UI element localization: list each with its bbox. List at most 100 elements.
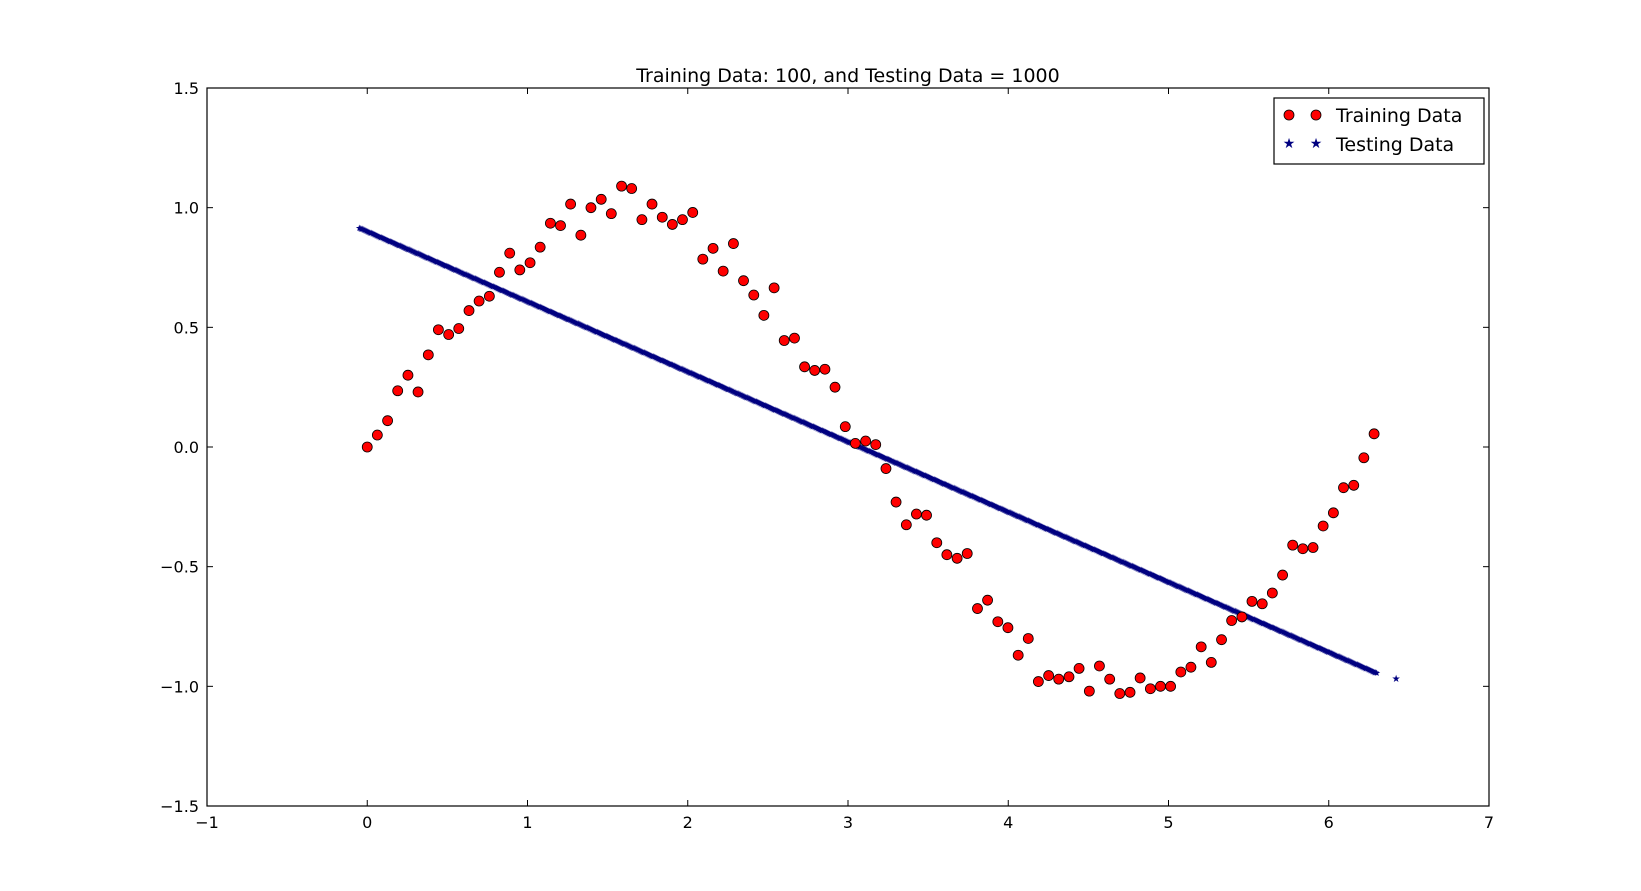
testing-point: ★: [752, 398, 760, 408]
testing-point: ★: [970, 493, 978, 503]
testing-point: ★: [616, 338, 624, 348]
testing-point: ★: [1022, 516, 1030, 526]
testing-point: ★: [986, 500, 994, 510]
testing-point: ★: [556, 312, 564, 322]
testing-point: ★: [1291, 634, 1299, 644]
testing-point: ★: [1002, 507, 1010, 517]
testing-point: ★: [468, 273, 476, 283]
testing-point: ★: [603, 332, 611, 342]
testing-point: ★: [1283, 630, 1291, 640]
testing-point: ★: [932, 476, 940, 486]
testing-point: ★: [1179, 584, 1187, 594]
testing-point: ★: [1019, 515, 1027, 525]
testing-point: ★: [713, 380, 721, 390]
testing-point: ★: [880, 453, 888, 463]
testing-point: ★: [470, 274, 478, 284]
testing-point: ★: [382, 235, 390, 245]
testing-point: ★: [1255, 617, 1263, 627]
testing-point: ★: [806, 421, 814, 431]
testing-point: ★: [871, 449, 879, 459]
testing-point: ★: [1024, 517, 1032, 527]
legend-box: [1273, 97, 1485, 165]
testing-point: ★: [1207, 597, 1215, 607]
testing-point: ★: [1195, 591, 1203, 601]
y-tick-label: 0.0: [174, 438, 199, 457]
testing-point: ★: [1330, 650, 1338, 660]
testing-point: ★: [900, 462, 908, 472]
testing-point: ★: [433, 258, 441, 268]
testing-point: ★: [366, 229, 374, 239]
testing-point: ★: [1058, 531, 1066, 541]
testing-point: ★: [1343, 656, 1351, 666]
training-point: [931, 537, 943, 549]
testing-point: ★: [823, 428, 831, 438]
testing-point: ★: [1016, 513, 1024, 523]
testing-point: ★: [1118, 558, 1126, 568]
testing-point: ★: [1082, 542, 1090, 552]
testing-point: ★: [612, 336, 620, 346]
training-point: [951, 552, 963, 564]
testing-point: ★: [1225, 605, 1233, 615]
testing-point: ★: [1331, 651, 1339, 661]
testing-point: ★: [571, 318, 579, 328]
training-point: [1297, 543, 1309, 555]
testing-point: ★: [638, 348, 646, 358]
testing-point: ★: [1276, 627, 1284, 637]
training-point: [382, 415, 394, 427]
testing-point: ★: [1130, 563, 1138, 573]
testing-point: ★: [479, 278, 487, 288]
testing-point: ★: [1092, 546, 1100, 556]
testing-point: ★: [836, 434, 844, 444]
testing-point: ★: [736, 391, 744, 401]
testing-point: ★: [1277, 627, 1285, 637]
testing-point: ★: [987, 500, 995, 510]
testing-point: ★: [917, 470, 925, 480]
testing-point: ★: [667, 360, 675, 370]
testing-point: ★: [910, 467, 918, 477]
training-point: [982, 594, 993, 606]
testing-point: ★: [1303, 638, 1311, 648]
testing-point: ★: [1105, 552, 1113, 562]
testing-point: ★: [1123, 560, 1131, 570]
testing-point: ★: [801, 419, 809, 429]
training-point: [575, 229, 587, 241]
testing-point: ★: [748, 396, 756, 406]
testing-point: ★: [379, 234, 387, 244]
testing-point: ★: [400, 244, 408, 254]
testing-point: ★: [1269, 624, 1277, 634]
testing-point: ★: [489, 282, 497, 292]
testing-point: ★: [374, 232, 382, 242]
testing-point: ★: [1121, 559, 1129, 569]
testing-point: ★: [1145, 569, 1153, 579]
testing-point: ★: [895, 460, 903, 470]
testing-point: ★: [706, 377, 714, 387]
testing-point: ★: [663, 359, 671, 369]
testing-point: ★: [1025, 517, 1033, 527]
training-point: [473, 295, 485, 307]
testing-point: ★: [546, 307, 554, 317]
testing-point: ★: [875, 451, 883, 461]
testing-point: ★: [998, 505, 1006, 515]
testing-point: ★: [1004, 508, 1012, 518]
testing-point: ★: [995, 504, 1003, 514]
testing-point: ★: [1371, 668, 1379, 678]
testing-point: ★: [950, 484, 958, 494]
testing-point: ★: [485, 281, 493, 291]
testing-point: ★: [928, 474, 936, 484]
testing-point: ★: [1089, 545, 1097, 555]
testing-point: ★: [1327, 649, 1335, 659]
training-point: [849, 438, 861, 449]
testing-point: ★: [1023, 516, 1031, 526]
training-point: [799, 361, 810, 373]
training-point: [392, 385, 404, 397]
testing-point: ★: [597, 330, 605, 340]
training-point: [1155, 680, 1166, 692]
testing-point: ★: [795, 416, 803, 426]
testing-point: ★: [1183, 586, 1191, 596]
testing-point: ★: [1154, 573, 1162, 583]
testing-point: ★: [869, 449, 877, 459]
testing-point: ★: [444, 263, 452, 273]
legend-testing-marker: ★: [1310, 136, 1323, 152]
testing-point: ★: [1345, 657, 1353, 667]
testing-point: ★: [551, 309, 559, 319]
